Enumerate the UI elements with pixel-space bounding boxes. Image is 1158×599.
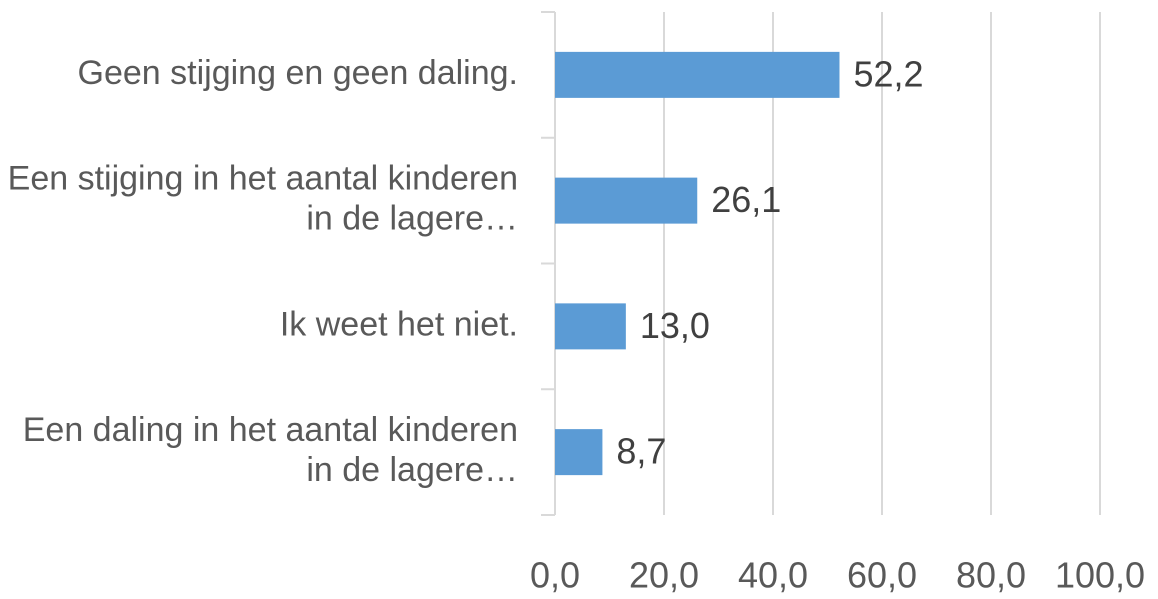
x-tick-label: 0,0 [530,555,580,596]
x-tick-label: 80,0 [956,555,1026,596]
data-label: 52,2 [853,53,923,94]
x-tick-label: 20,0 [629,555,699,596]
bar [555,303,626,350]
bar [555,177,698,224]
y-tick-label: Geen stijging en geen daling. [78,54,518,92]
data-label: 13,0 [640,305,710,346]
x-tick-label: 60,0 [847,555,917,596]
y-tick-label: Een stijging in het aantal kinderen in de… [8,160,518,238]
data-label: 26,1 [711,179,781,220]
data-label: 8,7 [616,431,666,472]
y-tick-label: Een daling in het aantal kinderen in de l… [23,411,518,489]
y-tick-label: Ik weet het niet. [280,305,518,343]
bar [555,51,840,98]
x-tick-label: 100,0 [1055,555,1145,596]
x-tick-label: 40,0 [738,555,808,596]
bar [555,429,603,476]
